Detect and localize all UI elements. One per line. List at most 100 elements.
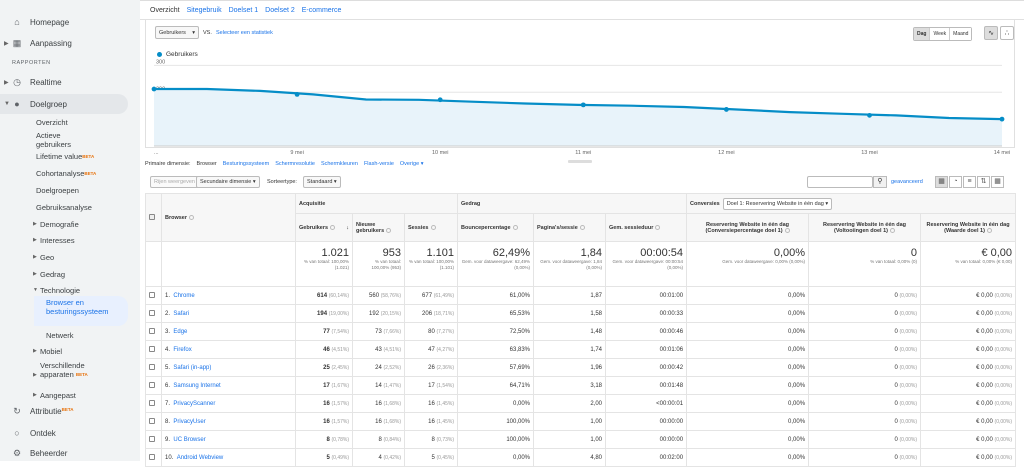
tab-overview[interactable]: Overzicht [150,7,180,14]
nav-admin[interactable]: ⚙ Beheerder [0,443,128,463]
nav-discover[interactable]: ○ Ontdek [0,423,128,443]
header-browser[interactable]: Browser [161,193,296,242]
row-checkbox[interactable] [149,453,155,460]
line-chart-icon[interactable]: ∿ [984,26,998,40]
header-pages-session[interactable]: Pagina's/sessie [533,213,607,242]
nav-technology[interactable]: ▼ Technologie [33,286,80,295]
header-new-users-label: Nieuwe gebruikers [356,221,385,234]
header-goal-value[interactable]: Reservering Website in één dag (Waarde d… [920,213,1017,242]
table-search-input[interactable] [807,176,873,188]
browser-link[interactable]: PrivacyScanner [173,400,216,407]
browser-link[interactable]: Firefox [173,346,192,353]
row-checkbox[interactable] [149,381,155,388]
table-row: 10. Android Webview 5 (0,49%) 4 (0,42%) 5 (… [145,448,1017,467]
browser-link[interactable]: Edge [173,328,188,335]
nav-behavior[interactable]: ▶ Gedrag [33,270,65,279]
sessions-cell: 47 (4,27%) [403,340,459,359]
metric-select[interactable]: Gebruikers ▾ [155,26,199,39]
sort-type-label: Sorteertype: [267,179,297,185]
nav-network[interactable]: Netwerk [46,331,74,340]
plot-rows-button[interactable]: Rijen weergeven [150,176,199,188]
browser-link[interactable]: PrivacyUser [173,418,206,425]
nav-attribution[interactable]: ↻ AttributieBETA [0,401,128,421]
browser-link[interactable]: Android Webview [176,454,224,461]
row-checkbox[interactable] [149,417,155,424]
sessions-value: 5 [431,454,435,461]
nav-demographics[interactable]: ▶ Demografie [33,220,79,229]
comparison-view-icon[interactable]: ⇅ [977,176,990,188]
table-view-icon[interactable]: ▦ [935,176,948,188]
dimension-colors[interactable]: Schermkleuren [320,161,358,167]
header-users[interactable]: Gebruikers ↓ [295,213,353,242]
dimension-browser[interactable]: Browser [196,161,217,167]
tab-goal-set-2[interactable]: Doelset 2 [265,7,295,14]
reports-section-label: RAPPORTEN [12,60,51,66]
browser-link[interactable]: Samsung Internet [173,382,221,389]
performance-view-icon[interactable]: ≡ [963,176,976,188]
nav-audiences[interactable]: Doelgroepen [36,186,79,195]
dimension-other[interactable]: Overige ▾ [400,161,424,167]
nav-mobile[interactable]: ▶ Mobiel [33,347,62,356]
period-day-button[interactable]: Dag [914,28,931,40]
select-all-checkbox[interactable] [149,213,155,220]
advanced-filter-link[interactable]: geavanceerd [891,179,923,185]
nav-interests[interactable]: ▶ Interesses [33,236,75,245]
dimension-os[interactable]: Besturingssysteem [222,161,270,167]
nav-cross-device[interactable]: ▶ Verschillende apparaten BETA [33,361,100,379]
nav-audience[interactable]: ▼ ● Doelgroep [0,94,128,114]
row-checkbox[interactable] [149,309,155,316]
new-users-percent: (0,42%) [383,454,401,461]
nav-custom[interactable]: ▶ Aangepast [33,391,76,400]
pivot-view-icon[interactable]: ▦ [991,176,1004,188]
secondary-dimension-select[interactable]: Secundaire dimensie ▾ [196,176,260,188]
nav-user-explorer[interactable]: Gebruiksanalyse [36,203,92,212]
nav-geo[interactable]: ▶ Geo [33,253,54,262]
pie-view-icon[interactable]: ◔ [949,176,962,188]
browser-link[interactable]: UC Browser [173,436,206,443]
goal-select[interactable]: Doel 1: Reservering Website in één dag ▾ [722,197,833,210]
dimension-resolution[interactable]: Schermresolutie [275,161,315,167]
nav-realtime[interactable]: ▶ ◷ Realtime [0,72,128,92]
total-subtext: Gem. voor dataweergave: 1,84 (0,00%) [540,259,603,270]
browser-link[interactable]: Chrome [173,292,195,299]
completions-percent: (0,00%) [899,292,918,299]
header-sessions[interactable]: Sessies [403,213,459,242]
compare-metric-link[interactable]: Selecteer een statistiek [216,30,273,36]
header-conv-rate-label: Reservering Website in één dag (Conversi… [705,221,790,234]
row-checkbox[interactable] [149,327,155,334]
motion-chart-icon[interactable]: ∴ [1000,26,1014,40]
header-avg-duration[interactable]: Gem. sessieduur [605,213,688,242]
dimension-flash[interactable]: Flash-versie [363,161,394,167]
nav-lifetime-value[interactable]: Lifetime valueBETA [36,152,94,161]
browser-cell: 10. Android Webview [161,448,296,467]
row-checkbox[interactable] [149,345,155,352]
header-conv-rate[interactable]: Reservering Website in één dag (Conversi… [686,213,810,242]
nav-customization[interactable]: ▶ ▦ Aanpassing [0,33,128,53]
header-new-users[interactable]: Nieuwe gebruikers [352,213,405,242]
beta-badge: BETA [75,372,88,377]
browser-link[interactable]: Safari (in-app) [173,364,212,371]
sessions-value: 26 [428,364,435,371]
search-icon[interactable]: ⚲ [873,176,887,188]
row-checkbox[interactable] [149,363,155,370]
row-checkbox[interactable] [149,291,155,298]
header-completions[interactable]: Reservering Website in één dag (Voltooii… [808,213,922,242]
tab-site-usage[interactable]: Sitegebruik [186,7,222,14]
new-users-percent: (1,47%) [383,382,401,389]
nav-cohort[interactable]: CohortanalyseBETA [36,169,96,178]
browser-link[interactable]: Safari [173,310,190,317]
nav-browser-os[interactable]: Browser en besturingssysteem [46,298,109,316]
nav-active-users[interactable]: Actieve gebruikers [36,131,72,149]
total-subtext: % van totaal: 100,00% (1.021) [303,259,349,270]
period-week-button[interactable]: Week [930,28,951,40]
period-month-button[interactable]: Maand [950,28,972,40]
row-checkbox[interactable] [149,435,155,442]
row-checkbox[interactable] [149,399,155,406]
nav-home-label: Homepage [30,17,70,27]
tab-goal-set-1[interactable]: Doelset 1 [228,7,259,14]
header-bounce[interactable]: Bouncepercentage [457,213,535,242]
nav-overview[interactable]: Overzicht [36,118,68,127]
tab-ecommerce[interactable]: E-commerce [301,7,342,14]
sort-type-select[interactable]: Standaard ▾ [303,176,341,188]
nav-home[interactable]: ⌂ Homepage [0,12,128,32]
